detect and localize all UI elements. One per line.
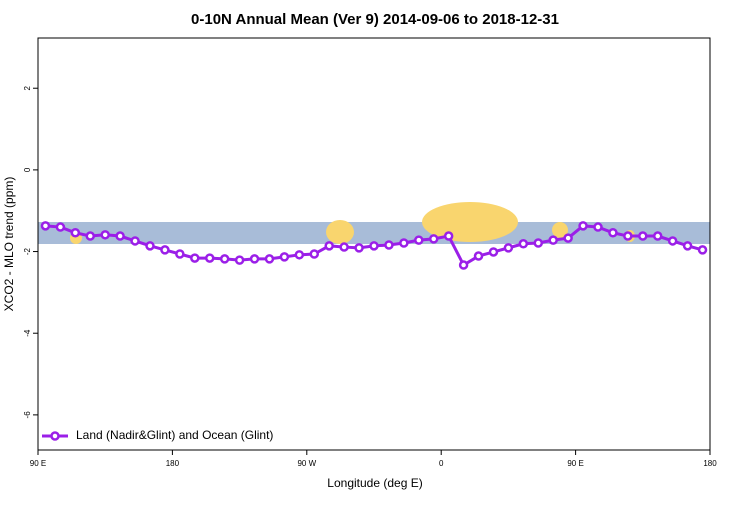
point (652, 231, 663, 241)
point (324, 241, 334, 251)
x-tick-label: 180 (703, 459, 717, 468)
y-tick-label: -2 (23, 247, 32, 255)
y-tick-label: -6 (23, 411, 32, 419)
point (384, 240, 394, 250)
legend-label: Land (Nadir&Glint) and Ocean (Glint) (76, 428, 273, 442)
point (85, 231, 96, 241)
point (667, 236, 678, 246)
point (264, 254, 275, 264)
y-tick-label: 0 (23, 167, 32, 172)
point (473, 251, 484, 261)
point (145, 241, 155, 251)
point (458, 260, 469, 270)
point (115, 231, 125, 241)
point (219, 254, 230, 264)
point (414, 235, 424, 245)
x-axis-label: Longitude (deg E) (327, 476, 422, 490)
chart-title: 0-10N Annual Mean (Ver 9) 2014-09-06 to … (191, 11, 559, 28)
point (234, 255, 245, 265)
point (204, 253, 215, 263)
point (638, 231, 648, 241)
x-tick-label: 90 W (297, 459, 316, 468)
point (369, 241, 379, 251)
point (339, 242, 349, 252)
point (399, 238, 409, 248)
y-axis-label: XCO2 - MLO trend (ppm) (2, 177, 16, 312)
x-tick-label: 90 E (567, 459, 583, 468)
point (175, 249, 185, 259)
point (354, 243, 364, 253)
point (130, 236, 140, 246)
point (70, 228, 81, 238)
point (503, 243, 514, 253)
y-tick-label: -4 (23, 329, 32, 337)
x-tick-label: 90 E (30, 459, 46, 468)
x-tick-label: 180 (166, 459, 180, 468)
point (682, 241, 693, 251)
map-band (38, 202, 710, 244)
x-tick-label: 0 (439, 459, 444, 468)
point (623, 231, 633, 241)
point (533, 238, 544, 248)
point (608, 228, 618, 238)
point (488, 247, 499, 257)
point (190, 253, 200, 263)
point (309, 249, 320, 259)
point (593, 222, 603, 232)
point (563, 233, 573, 243)
y-tick-label: 2 (23, 85, 32, 90)
point (578, 221, 588, 231)
point (294, 250, 305, 260)
point (548, 235, 558, 245)
point (40, 221, 51, 231)
point (279, 252, 290, 262)
point (160, 245, 170, 255)
point (697, 245, 708, 255)
point (518, 239, 529, 249)
plot-frame (37, 37, 711, 451)
point (100, 230, 110, 240)
point (55, 222, 66, 232)
point (249, 254, 260, 264)
point (443, 231, 454, 241)
legend-marker (50, 431, 60, 441)
point (428, 234, 439, 244)
